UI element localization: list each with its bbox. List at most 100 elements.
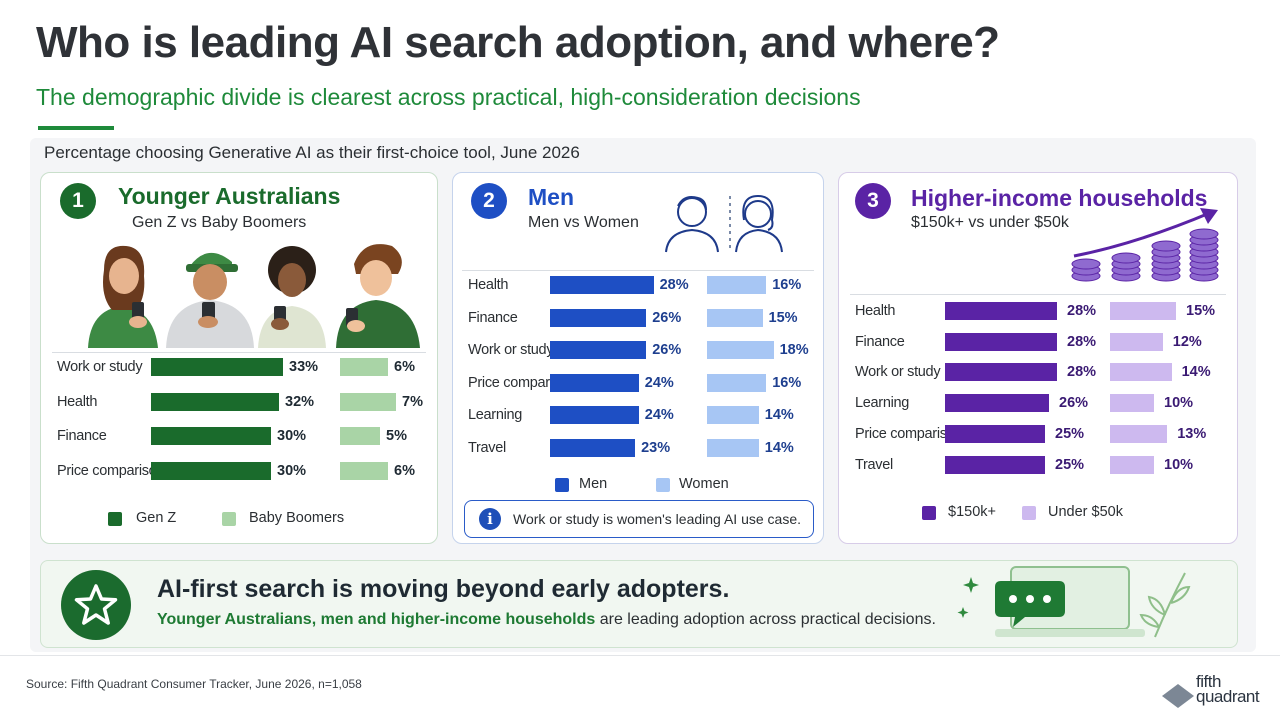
bar-work-or-study-series-2 bbox=[1110, 363, 1172, 382]
bar-health-series-1 bbox=[550, 276, 654, 294]
legend-label-1: Men bbox=[579, 476, 608, 492]
category-label-health: Health bbox=[855, 303, 896, 319]
value-label-learning-series-1: 24% bbox=[644, 407, 674, 424]
logo-line-2: quadrant bbox=[1196, 687, 1260, 706]
person-3-illustration bbox=[258, 246, 326, 348]
bar-health-series-2 bbox=[340, 392, 396, 411]
legend-swatch-1 bbox=[555, 478, 569, 492]
bar-learning-series-1 bbox=[945, 394, 1049, 413]
laptop-chat-icon bbox=[957, 566, 1191, 638]
bar-finance-series-2 bbox=[1110, 332, 1163, 351]
value-label-price-comparison-series-2: 13% bbox=[1177, 425, 1207, 442]
bar-price-comparison-series-1 bbox=[945, 424, 1045, 443]
bar-price-comparison-series-2 bbox=[707, 373, 767, 392]
key-takeaway-banner: AI-first search is moving beyond early a… bbox=[40, 560, 1238, 648]
bar-learning-series-2 bbox=[1110, 394, 1154, 413]
card-1-divider bbox=[52, 352, 426, 353]
bar-work-or-study-series-2 bbox=[707, 341, 774, 360]
banner-headline: AI-first search is moving beyond early a… bbox=[157, 575, 730, 603]
value-label-finance-series-2: 5% bbox=[386, 428, 407, 444]
legend-label-1: $150k+ bbox=[948, 504, 996, 520]
legend-label-2: Baby Boomers bbox=[249, 510, 345, 526]
bar-health-series-2 bbox=[1110, 302, 1176, 320]
card-2-badge: 2 bbox=[471, 183, 507, 219]
bar-health-series-2 bbox=[707, 276, 767, 294]
footer-rule bbox=[0, 655, 1280, 656]
value-label-health-series-1: 32% bbox=[285, 393, 315, 410]
value-label-work-or-study-series-2: 14% bbox=[1181, 364, 1211, 381]
page-subtitle: The demographic divide is clearest acros… bbox=[36, 84, 861, 110]
value-label-health-series-2: 16% bbox=[772, 277, 802, 293]
info-icon: i bbox=[479, 508, 501, 530]
card-1-subtitle: Gen Z vs Baby Boomers bbox=[132, 214, 307, 231]
value-label-finance-series-2: 12% bbox=[1172, 333, 1202, 350]
card-3-badge: 3 bbox=[855, 183, 891, 219]
category-label-learning: Learning bbox=[855, 395, 910, 412]
value-label-finance-series-2: 15% bbox=[768, 309, 798, 326]
fifth-quadrant-logo bbox=[1162, 684, 1194, 708]
card-2-title: Men bbox=[528, 184, 574, 210]
chart-caption: Percentage choosing Generative AI as the… bbox=[44, 143, 580, 162]
card-2-divider bbox=[462, 270, 814, 271]
person-2-illustration bbox=[166, 252, 254, 348]
category-label-health: Health bbox=[468, 277, 509, 293]
legend-swatch-2 bbox=[656, 478, 670, 492]
category-label-health: Health bbox=[57, 393, 98, 410]
legend-label-2: Under $50k bbox=[1048, 504, 1123, 520]
legend-swatch-2 bbox=[222, 512, 236, 526]
bar-travel-series-2 bbox=[707, 439, 759, 457]
value-label-health-series-1: 28% bbox=[1067, 303, 1097, 319]
value-label-learning-series-2: 14% bbox=[764, 407, 794, 424]
category-label-price-comparison: Price comparison bbox=[855, 425, 963, 442]
value-label-work-or-study-series-1: 26% bbox=[652, 342, 682, 359]
value-label-health-series-2: 15% bbox=[1186, 303, 1216, 319]
young-people-illustration bbox=[88, 244, 420, 348]
card-1-badge: 1 bbox=[60, 183, 96, 219]
banner-highlight: Younger Australians, men and higher-inco… bbox=[157, 611, 596, 628]
value-label-price-comparison-series-1: 30% bbox=[277, 462, 307, 479]
card-3-subtitle: $150k+ vs under $50k bbox=[911, 214, 1069, 231]
women-insight-note: i Work or study is women's leading AI us… bbox=[464, 500, 814, 538]
man-and-woman-icon bbox=[665, 194, 783, 253]
category-label-work-or-study: Work or study bbox=[855, 364, 941, 381]
bar-health-series-1 bbox=[151, 392, 279, 411]
category-label-learning: Learning bbox=[468, 407, 523, 424]
bar-price-comparison-series-1 bbox=[151, 461, 271, 480]
logo-line-1: fifth bbox=[1196, 672, 1221, 691]
source-note: Source: Fifth Quadrant Consumer Tracker,… bbox=[26, 677, 362, 691]
value-label-health-series-1: 28% bbox=[659, 277, 689, 293]
page-title: Who is leading AI search adoption, and w… bbox=[36, 18, 1000, 67]
bar-learning-series-1 bbox=[550, 406, 639, 425]
value-label-travel-series-1: 25% bbox=[1055, 456, 1085, 473]
bar-travel-series-1 bbox=[945, 455, 1045, 474]
legend-label-2: Women bbox=[679, 476, 729, 492]
value-label-finance-series-1: 26% bbox=[652, 309, 682, 326]
bar-finance-series-1 bbox=[945, 332, 1057, 351]
bar-travel-series-2 bbox=[1110, 455, 1154, 474]
banner-body: Younger Australians, men and higher-inco… bbox=[157, 611, 936, 629]
card-higher-income bbox=[838, 172, 1238, 544]
card-2-subtitle: Men vs Women bbox=[528, 214, 639, 231]
value-label-travel-series-2: 10% bbox=[1164, 456, 1194, 473]
bar-learning-series-2 bbox=[707, 406, 759, 425]
card-1-title: Younger Australians bbox=[118, 183, 341, 209]
bar-health-series-1 bbox=[945, 302, 1057, 320]
bar-price-comparison-series-2 bbox=[1110, 424, 1168, 443]
category-label-price-comparison: Price comparison bbox=[57, 462, 165, 479]
bar-finance-series-2 bbox=[707, 308, 763, 327]
value-label-learning-series-2: 10% bbox=[1164, 395, 1194, 412]
legend-swatch-1 bbox=[922, 506, 936, 520]
category-label-travel: Travel bbox=[468, 440, 506, 456]
card-3-divider bbox=[850, 294, 1226, 295]
banner-rest: are leading adoption across practical de… bbox=[595, 611, 936, 628]
category-label-finance: Finance bbox=[57, 428, 107, 444]
bar-finance-series-2 bbox=[340, 427, 380, 445]
category-label-travel: Travel bbox=[855, 456, 893, 473]
category-label-finance: Finance bbox=[468, 309, 518, 326]
value-label-work-or-study-series-1: 33% bbox=[289, 359, 319, 375]
card-3-title: Higher-income households bbox=[911, 185, 1208, 211]
value-label-finance-series-1: 28% bbox=[1067, 333, 1097, 350]
value-label-price-comparison-series-1: 24% bbox=[644, 374, 674, 391]
value-label-work-or-study-series-1: 28% bbox=[1067, 364, 1097, 381]
value-label-learning-series-1: 26% bbox=[1059, 395, 1089, 412]
